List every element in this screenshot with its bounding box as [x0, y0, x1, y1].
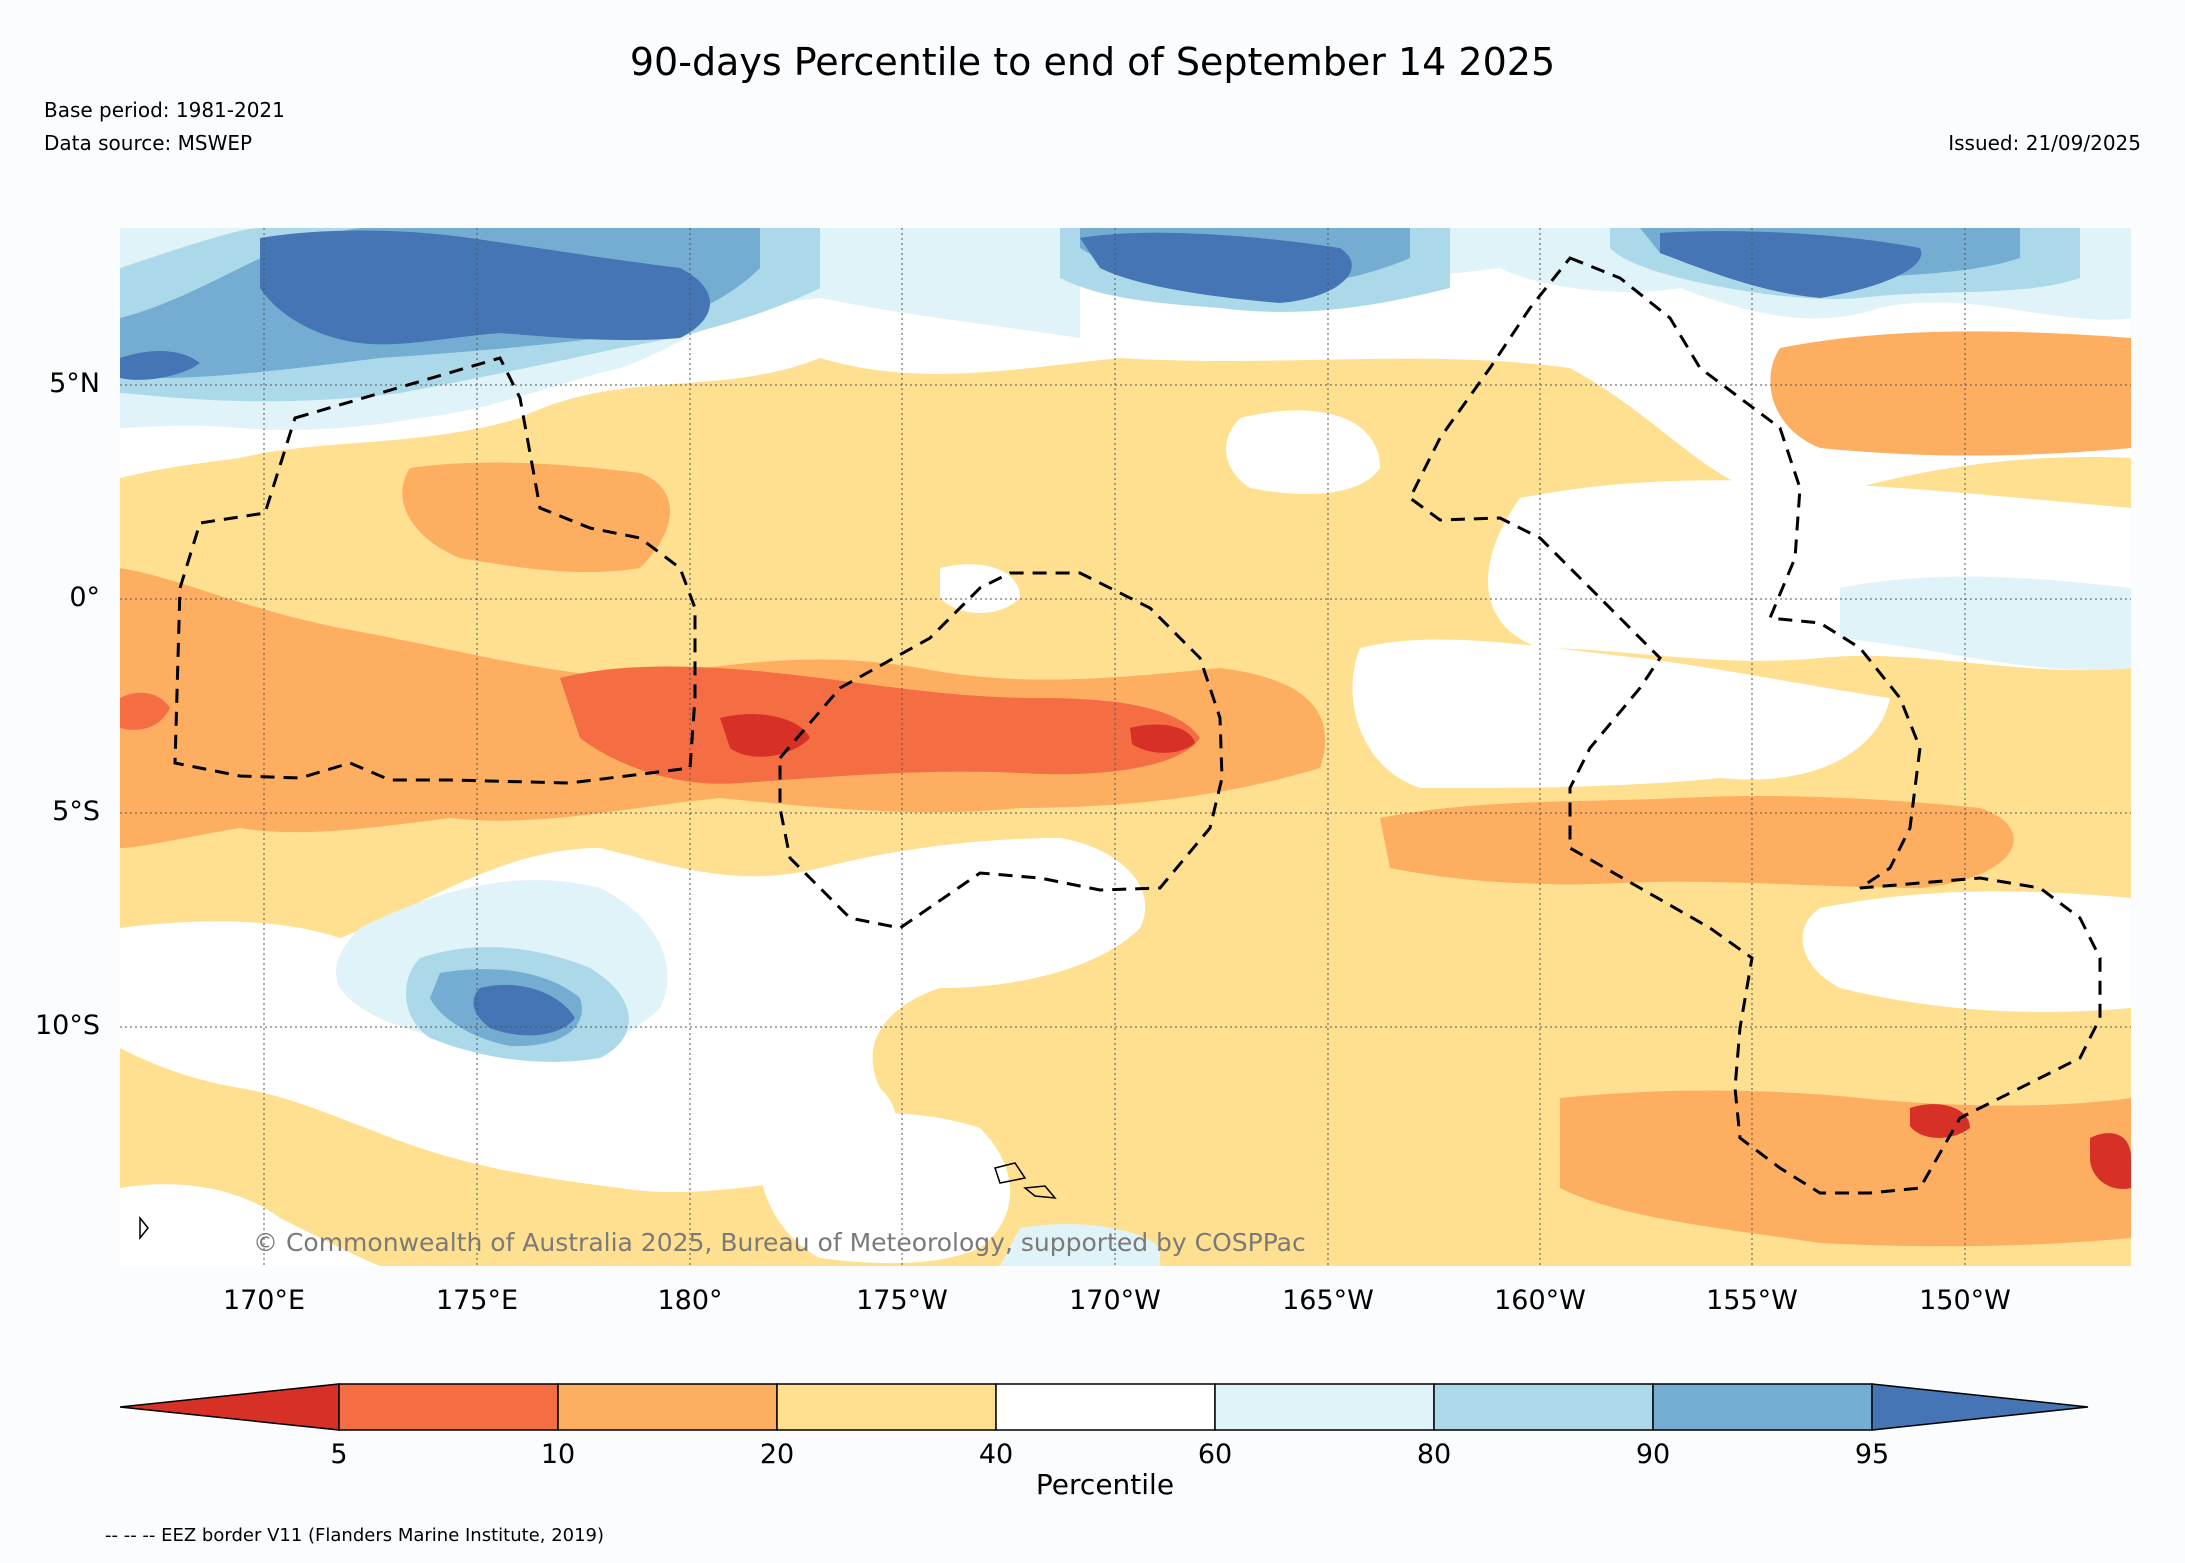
map-gridlines: [120, 228, 2131, 1266]
region-10-20-west-north: [402, 462, 670, 573]
colorbar-tick-10: 10: [540, 1439, 576, 1470]
island-2: [1023, 1185, 1057, 1199]
colorbar-segment-5-10: [338, 1383, 559, 1431]
eez-border-line-islands: [1408, 256, 2102, 1195]
colorbar-segment-90-95: [1652, 1383, 1873, 1431]
colorbar-segment-80-90: [1433, 1383, 1654, 1431]
island-1: [994, 1162, 1027, 1184]
region-above-95-north2: [120, 351, 200, 380]
lon-label-175e: 175°E: [435, 1285, 519, 1316]
colorbar-title: Percentile: [1035, 1468, 1175, 1501]
copyright-notice: © Commonwealth of Australia 2025, Bureau…: [253, 1228, 1306, 1257]
colorbar-tick-80: 80: [1416, 1439, 1452, 1470]
region-10-20-east: [1770, 331, 2131, 456]
region-above-95-northeast: [1080, 232, 1352, 303]
base-period: Base period: 1981-2021: [44, 98, 285, 122]
region-60-80-center: [1840, 576, 2131, 671]
lon-label-160w: 160°W: [1494, 1285, 1586, 1316]
lon-label-170w: 170°W: [1069, 1285, 1161, 1316]
lon-label-170e: 170°E: [222, 1285, 306, 1316]
region-40-60-center2: [1352, 639, 1890, 788]
colorbar-tick-95: 95: [1854, 1439, 1890, 1470]
islands: [139, 1162, 1057, 1241]
region-60-80-south2: [1000, 1224, 1160, 1266]
region-40-60-southeast: [1802, 891, 2131, 1012]
colorbar-segment-below-5: [119, 1383, 340, 1431]
eez-borders: [173, 256, 2102, 1195]
lon-label-155w: 155°W: [1706, 1285, 1798, 1316]
region-5-10-west: [120, 692, 170, 730]
lat-label-5s: 5°S: [52, 796, 100, 827]
region-40-60-small: [1226, 410, 1380, 494]
data-source: Data source: MSWEP: [44, 131, 253, 155]
region-below-5-center: [1130, 724, 1195, 753]
region-5-10-equator: [560, 666, 1200, 784]
colorbar-segment-40-60: [995, 1383, 1216, 1431]
eez-legend-footnote: -- -- -- EEZ border V11 (Flanders Marine…: [105, 1525, 605, 1546]
region-10-20-southeast: [1560, 1090, 2131, 1247]
issued-date: Issued: 21/09/2025: [1948, 131, 2141, 155]
colorbar-segment-above-95: [1871, 1383, 2089, 1431]
lon-label-165w: 165°W: [1282, 1285, 1374, 1316]
lat-label-10s: 10°S: [35, 1010, 100, 1041]
colorbar-segment-60-80: [1214, 1383, 1435, 1431]
region-40-60-south-center: [758, 1113, 1010, 1264]
lon-label-180: 180°: [657, 1285, 723, 1316]
region-above-95-north: [260, 230, 710, 345]
colorbar: [119, 1382, 2090, 1436]
lat-label-0: 0°: [69, 582, 100, 613]
island-3: [139, 1215, 149, 1241]
region-above-95-northeast2: [1660, 231, 1922, 298]
lat-label-5n: 5°N: [49, 368, 100, 399]
eez-border-phoenix: [778, 571, 1224, 930]
region-40-60-southwest: [120, 1184, 380, 1266]
lon-label-175w: 175°W: [856, 1285, 948, 1316]
colorbar-segment-10-20: [557, 1383, 778, 1431]
colorbar-segment-20-40: [776, 1383, 997, 1431]
region-below-5-southeast2: [2090, 1133, 2131, 1189]
region-below-5-southeast: [1910, 1104, 1970, 1138]
eez-border-kiribati-gilberts: [173, 356, 697, 785]
region-above-95-south: [473, 984, 575, 1036]
percentile-map: [120, 228, 2131, 1266]
map-title: 90-days Percentile to end of September 1…: [629, 40, 1556, 84]
region-10-20-south-band: [1380, 796, 2014, 888]
colorbar-tick-5: 5: [330, 1439, 348, 1470]
lon-label-150w: 150°W: [1919, 1285, 2011, 1316]
colorbar-tick-60: 60: [1197, 1439, 1233, 1470]
colorbar-tick-20: 20: [759, 1439, 795, 1470]
colorbar-tick-40: 40: [978, 1439, 1014, 1470]
colorbar-tick-90: 90: [1635, 1439, 1671, 1470]
region-below-5-equator: [720, 714, 810, 757]
